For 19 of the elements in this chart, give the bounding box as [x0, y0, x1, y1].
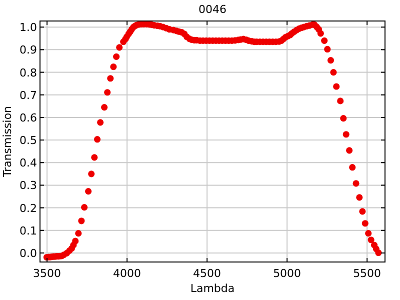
y-tick-label: 0.6 — [20, 111, 37, 124]
x-tick-label: 4500 — [193, 267, 222, 280]
x-tick-label: 5000 — [273, 267, 302, 280]
chart-title: 0046 — [198, 3, 226, 16]
y-tick-label: 0.7 — [20, 88, 37, 102]
y-tick-label: 0.0 — [20, 246, 37, 260]
x-tick-label: 4000 — [113, 267, 142, 280]
y-tick-label: 0.1 — [20, 224, 37, 238]
y-tick-label: 1.0 — [20, 21, 37, 34]
x-tick-label: 3500 — [33, 267, 62, 280]
x-tick-label: 5500 — [353, 267, 382, 280]
y-tick-label: 0.9 — [20, 44, 37, 57]
y-tick-label: 0.8 — [20, 66, 37, 80]
y-tick-label: 0.4 — [20, 156, 37, 170]
x-axis-title: Lambda — [190, 282, 235, 295]
y-tick-label: 0.5 — [20, 134, 37, 148]
y-tick-label: 0.3 — [20, 179, 37, 192]
y-tick-label: 0.2 — [20, 202, 37, 215]
y-axis-title: Transmission — [1, 106, 14, 178]
